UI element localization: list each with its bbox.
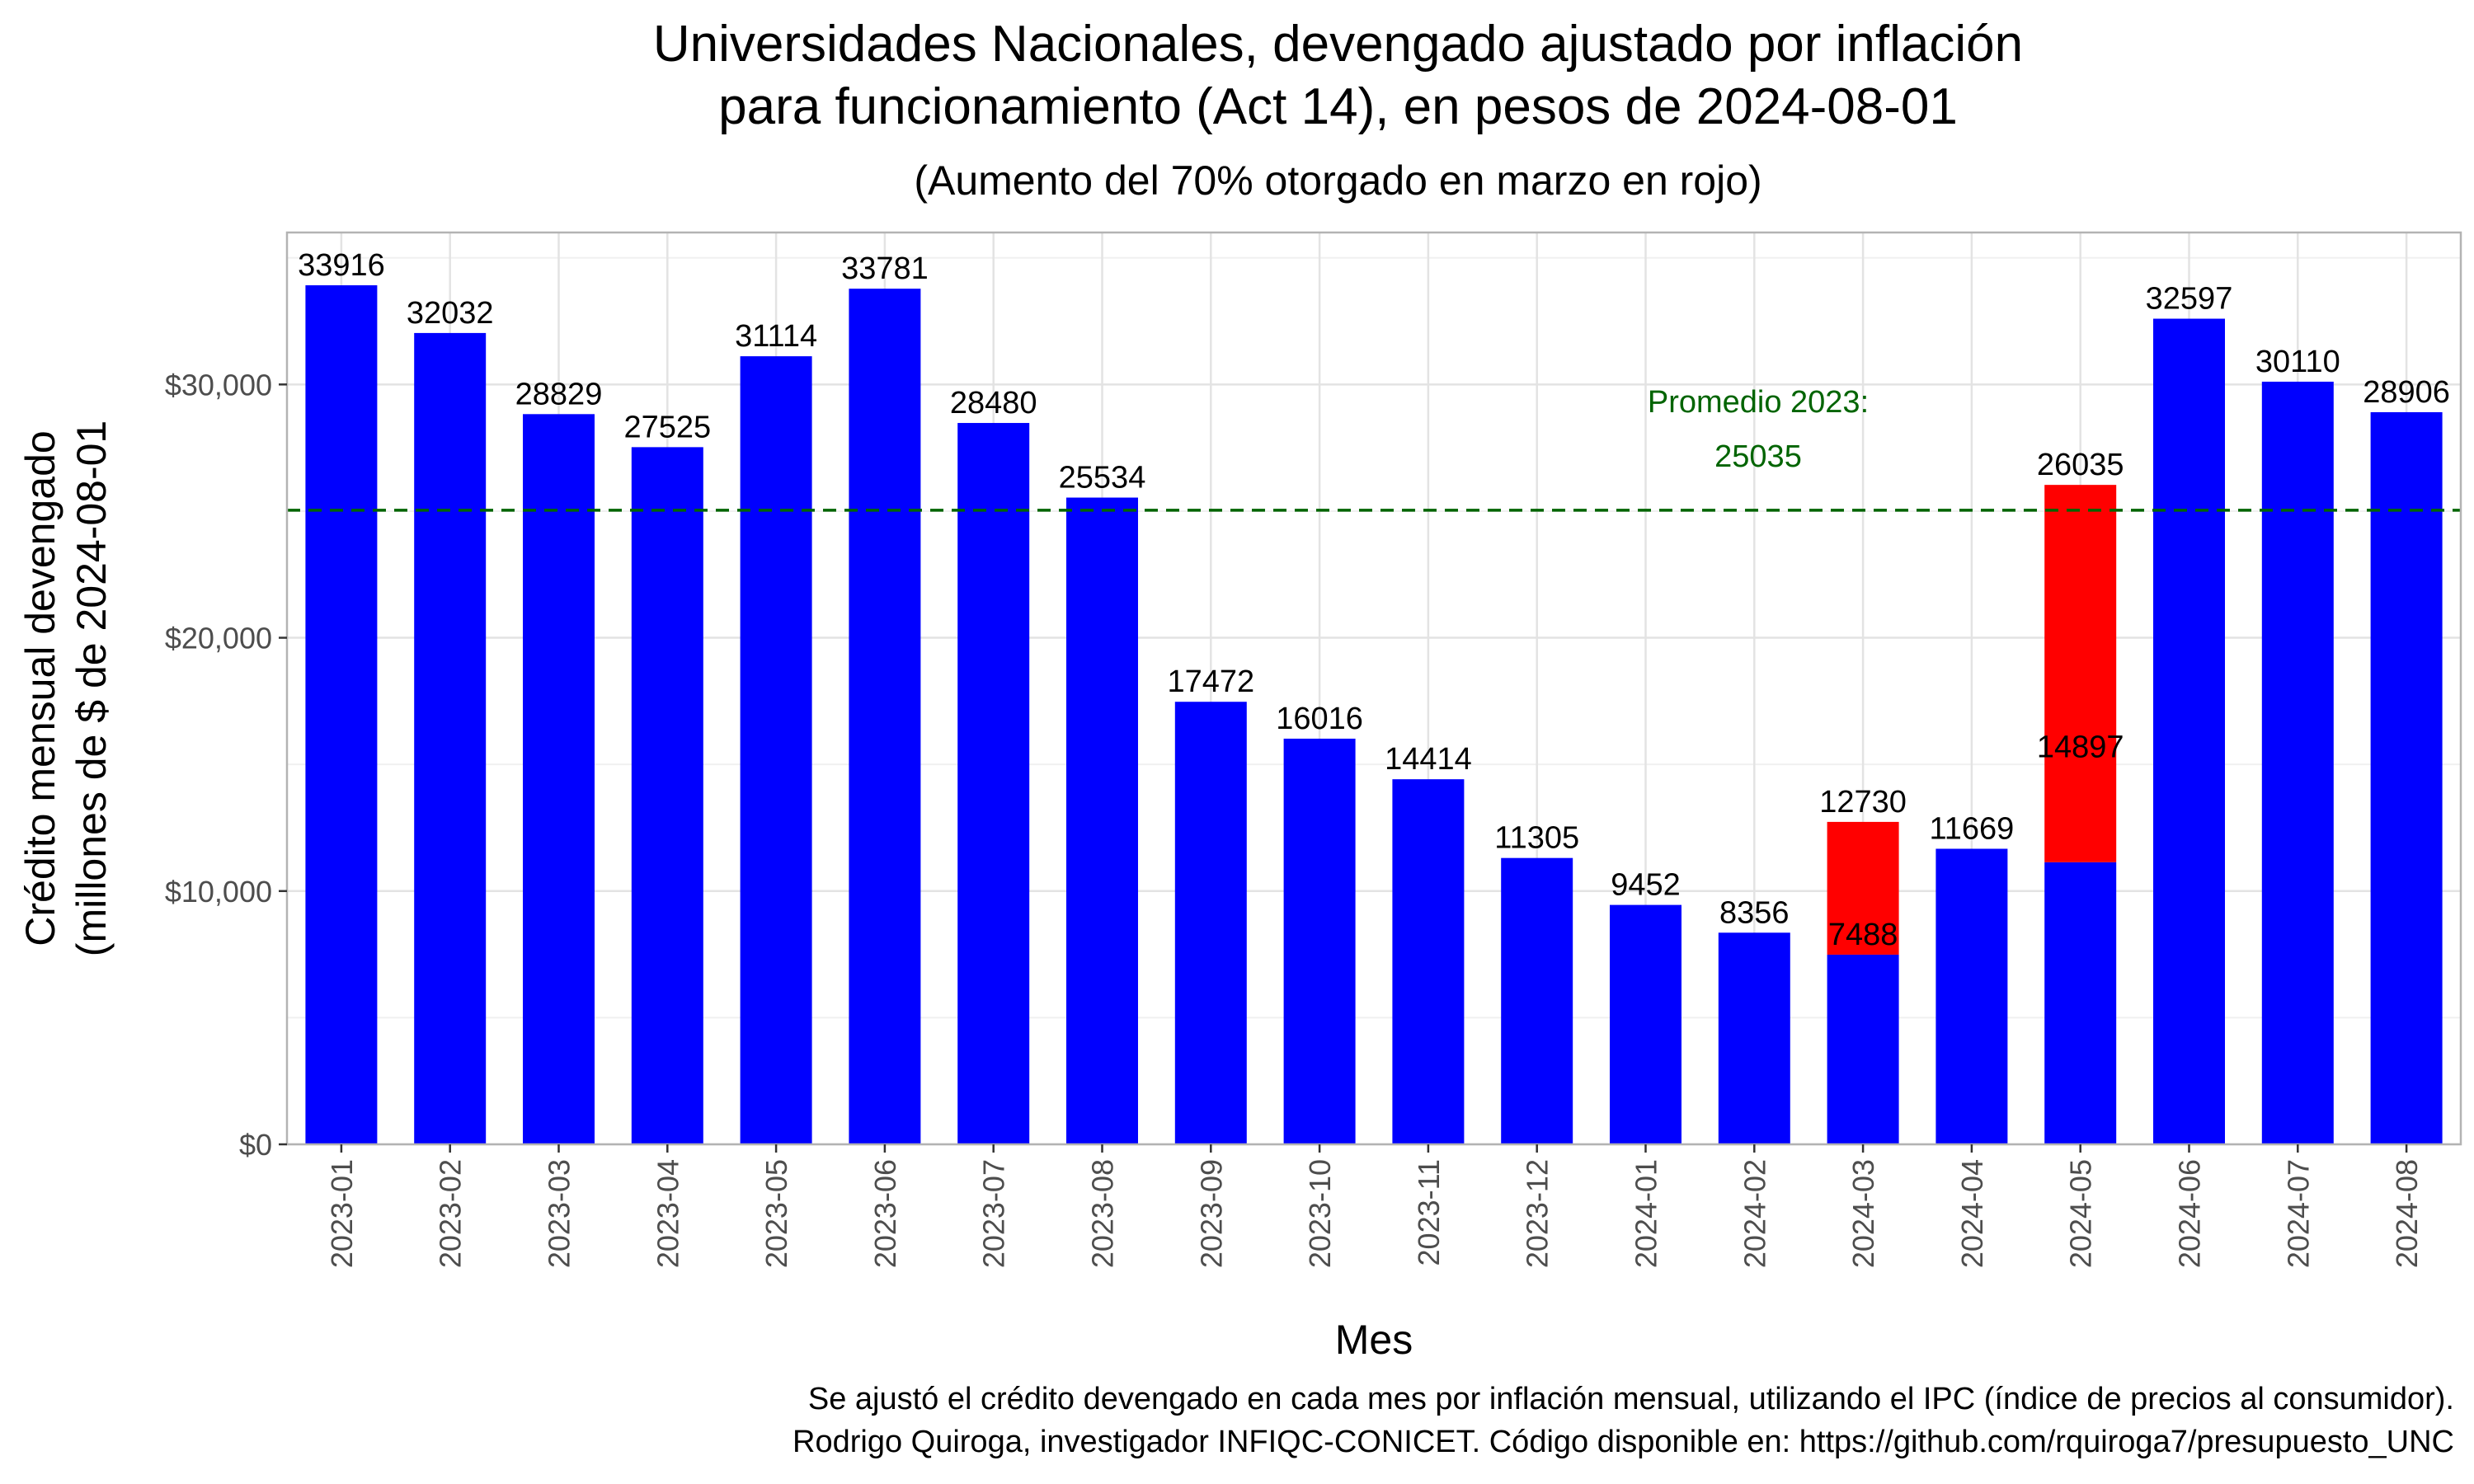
y-tick-label: $30,000: [165, 368, 272, 402]
x-tick-label-2023-06: 2023-06: [868, 1159, 902, 1268]
bar-2023-03-series-1: [523, 414, 595, 1144]
bar-2024-04-series-1: [1935, 848, 2008, 1144]
average-label-line-2: 25035: [1714, 439, 1802, 474]
data-label-2024-07: 30110: [2255, 345, 2340, 379]
x-tick-label-2023-05: 2023-05: [760, 1159, 793, 1268]
data-label-2024-03: 12730: [1819, 785, 1907, 819]
x-tick-label-2024-02: 2024-02: [1738, 1159, 1771, 1268]
bar-2023-05-series-1: [740, 356, 812, 1144]
data-label-2023-06: 33781: [841, 251, 929, 286]
bar-2024-01-series-1: [1610, 904, 1681, 1144]
bar-2023-01-series-1: [305, 285, 378, 1144]
x-axis-title: Mes: [1335, 1317, 1413, 1363]
data-label-2023-11: 14414: [1385, 742, 1472, 777]
data-label-2023-08: 25534: [1059, 461, 1146, 495]
bar-2023-09-series-1: [1174, 702, 1247, 1144]
bar-2023-11-series-1: [1392, 779, 1465, 1144]
bar-2024-03-series-2: [1827, 821, 1899, 955]
data-label-2024-03: 7488: [1828, 918, 1898, 952]
x-tick-label-2024-05: 2024-05: [2064, 1159, 2098, 1268]
data-label-2023-09: 17472: [1167, 665, 1254, 699]
x-tick-label-2024-01: 2024-01: [1630, 1159, 1663, 1268]
data-label-2023-10: 16016: [1276, 702, 1363, 736]
bar-2024-03-series-1: [1827, 954, 1899, 1144]
data-label-2024-05: 14897: [2037, 730, 2124, 764]
y-axis-title-line-1: Crédito mensual devengado: [17, 430, 63, 946]
x-tick-label-2024-08: 2024-08: [2390, 1159, 2424, 1268]
bar-2023-08-series-1: [1066, 497, 1138, 1144]
caption-line-2: Rodrigo Quiroga, investigador INFIQC-CON…: [793, 1425, 2454, 1459]
x-tick-label-2023-10: 2023-10: [1303, 1159, 1337, 1268]
bar-2023-10-series-1: [1283, 738, 1356, 1144]
data-label-2024-02: 8356: [1719, 895, 1790, 930]
x-tick-label-2023-11: 2023-11: [1412, 1159, 1446, 1266]
chart-title-line-2: para funcionamiento (Act 14), en pesos d…: [718, 78, 1958, 135]
bar-2023-04-series-1: [631, 447, 703, 1144]
x-tick-label-2024-06: 2024-06: [2173, 1159, 2207, 1268]
bar-2024-05-series-2: [2044, 485, 2117, 862]
x-tick-label-2023-04: 2023-04: [651, 1159, 684, 1268]
data-label-2023-03: 28829: [515, 377, 603, 411]
chart-subtitle: (Aumento del 70% otorgado en marzo en ro…: [914, 157, 1762, 204]
x-tick-label-2023-12: 2023-12: [1521, 1159, 1554, 1268]
x-tick-label-2024-03: 2024-03: [1846, 1159, 1880, 1268]
x-tick-label-2023-03: 2023-03: [543, 1159, 576, 1268]
bar-2023-06-series-1: [849, 289, 921, 1144]
x-tick-label-2024-07: 2024-07: [2281, 1159, 2315, 1268]
x-tick-label-2023-08: 2023-08: [1086, 1159, 1120, 1268]
data-label-2023-02: 32032: [407, 296, 494, 331]
data-label-2023-04: 27525: [623, 410, 711, 444]
caption-line-1: Se ajustó el crédito devengado en cada m…: [807, 1382, 2454, 1416]
data-label-2023-12: 11305: [1494, 821, 1579, 856]
data-label-2023-01: 33916: [298, 248, 385, 283]
x-tick-label-2023-01: 2023-01: [325, 1159, 359, 1268]
bar-2024-06-series-1: [2153, 318, 2225, 1144]
data-label-2023-05: 31114: [735, 319, 817, 354]
bar-2023-02-series-1: [414, 332, 487, 1145]
x-tick-label-2023-02: 2023-02: [434, 1159, 468, 1268]
plot-panel: [287, 232, 2461, 1144]
x-tick-label-2024-04: 2024-04: [1955, 1159, 1989, 1268]
data-label-2024-05: 26035: [2037, 448, 2124, 482]
x-tick-label-2023-07: 2023-07: [977, 1159, 1011, 1268]
y-tick-label: $20,000: [165, 622, 272, 655]
plot-border: [285, 231, 2462, 1146]
bar-2024-07-series-1: [2261, 381, 2334, 1145]
data-label-2024-08: 28906: [2363, 375, 2450, 410]
bar-2023-07-series-1: [957, 423, 1030, 1144]
y-axis-title-line-2: (millones de $ de 2024-08-01: [68, 420, 115, 956]
x-tick-label-2023-09: 2023-09: [1194, 1159, 1228, 1268]
y-tick-label: $10,000: [165, 875, 272, 909]
bar-2024-02-series-1: [1718, 932, 1790, 1144]
data-label-2024-06: 32597: [2146, 282, 2233, 317]
data-label-2024-04: 11669: [1929, 812, 2014, 847]
bar-2024-08-series-1: [2370, 411, 2443, 1144]
bar-2023-12-series-1: [1501, 857, 1573, 1144]
data-label-2024-01: 9452: [1611, 868, 1681, 903]
data-label-2023-07: 28480: [950, 386, 1037, 420]
chart-title-line-1: Universidades Nacionales, devengado ajus…: [652, 16, 2024, 73]
bar-2024-05-series-1: [2044, 862, 2117, 1144]
y-tick-label: $0: [239, 1128, 272, 1162]
average-label-line-1: Promedio 2023:: [1648, 385, 1869, 420]
